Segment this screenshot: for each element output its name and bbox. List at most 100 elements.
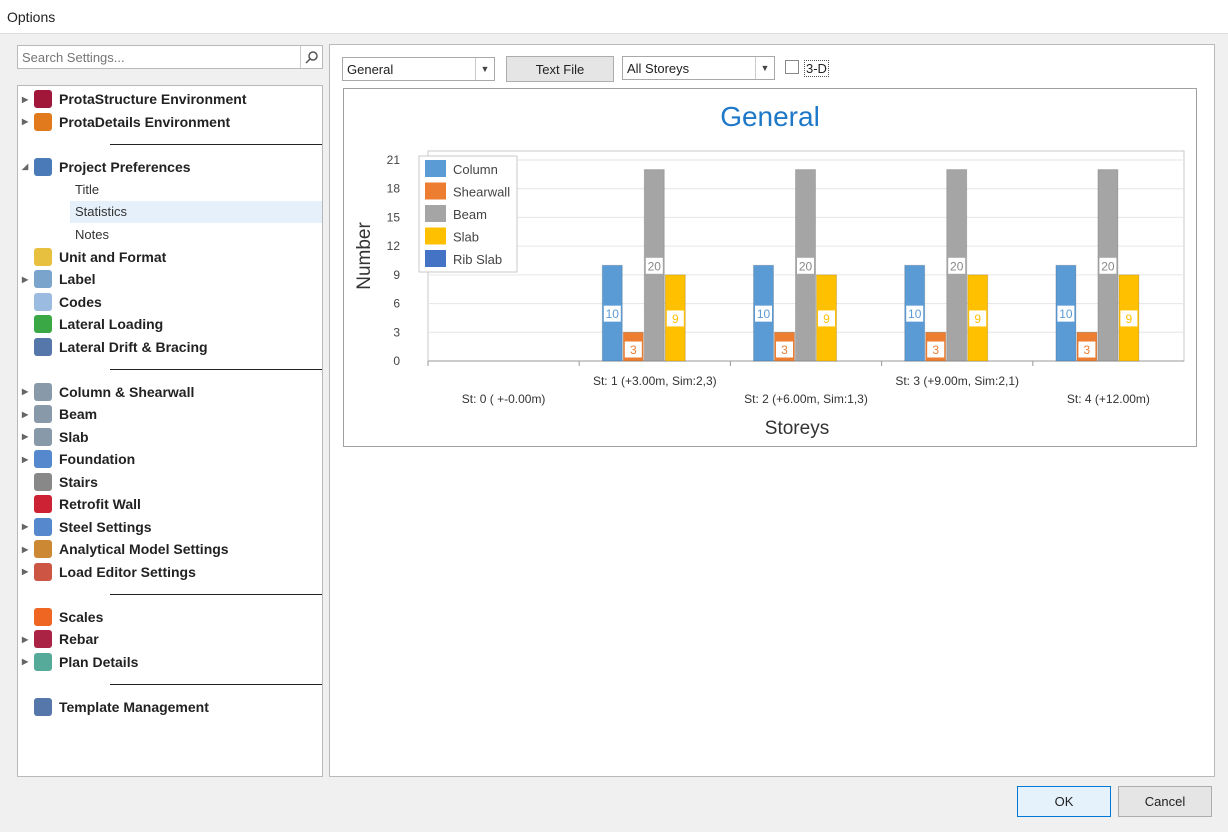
data-label: 9	[672, 312, 679, 326]
storeys-select[interactable]: All Storeys ▼	[622, 56, 775, 80]
data-label: 20	[648, 259, 662, 273]
search-input[interactable]	[18, 46, 298, 68]
tree-item-label: Steel Settings	[59, 518, 152, 535]
tree-item-label[interactable]: ▶ Label	[18, 268, 322, 290]
tree-item-label: Label	[59, 271, 96, 287]
chart-svg: General 0 3 6 9 12 15 18 21 Number Storeys St: 0 ( …	[354, 101, 1185, 439]
tree-item-template-management[interactable]: Template Management	[18, 696, 322, 718]
tree-item-column-shearwall[interactable]: ▶ Column & Shearwall	[18, 381, 322, 403]
tree-item-plan-details[interactable]: ▶ Plan Details	[18, 651, 322, 673]
expand-arrow-icon[interactable]: ▶	[22, 634, 29, 644]
tree-item-label: Codes	[59, 293, 102, 310]
tree-item-slab[interactable]: ▶ Slab	[18, 426, 322, 448]
foundation-icon	[34, 450, 52, 468]
cancel-button[interactable]: Cancel	[1118, 786, 1212, 817]
tree-item-statistics[interactable]: Statistics	[70, 200, 322, 223]
tree-item-title[interactable]: Title	[70, 178, 322, 200]
chevron-down-icon[interactable]: ▼	[755, 57, 774, 79]
data-label: 20	[799, 259, 813, 273]
tree-item-retrofit-wall[interactable]: Retrofit Wall	[18, 493, 322, 515]
tree-item-label: Unit and Format	[59, 248, 167, 265]
search-icon[interactable]	[300, 46, 322, 68]
tree-item-label: Statistics	[75, 204, 128, 219]
chart-type-select[interactable]: General ▼	[342, 57, 495, 81]
expand-arrow-icon[interactable]: ▶	[22, 432, 29, 441]
expand-arrow-icon[interactable]: ▶	[22, 544, 29, 554]
y-tick-label: 9	[393, 268, 400, 282]
data-label-box	[775, 340, 794, 359]
data-label: 3	[781, 343, 788, 357]
text-file-button[interactable]: Text File	[506, 56, 614, 82]
tree-item-scales[interactable]: Scales	[18, 606, 322, 628]
x-tick-label: St: 1 (+3.00m, Sim:2,3)	[593, 374, 717, 388]
separator	[110, 369, 322, 370]
window-title: Options	[7, 9, 56, 25]
expand-arrow-icon[interactable]: ▶	[22, 387, 29, 396]
expand-arrow-icon[interactable]: ▶	[22, 522, 29, 531]
tree-item-notes[interactable]: Notes	[70, 223, 322, 245]
lateral-drift-bracing-icon	[34, 337, 52, 356]
data-label-box	[926, 340, 946, 359]
tree-item-protastructure-environment[interactable]: ▶ ProtaStructure Environment	[18, 88, 322, 110]
tree-item-protadetails-environment[interactable]: ▶ ProtaDetails Environment	[18, 111, 322, 133]
slab-icon	[34, 427, 52, 446]
tree-item-codes[interactable]: Codes	[18, 291, 322, 313]
tree-item-label: Scales	[59, 608, 104, 625]
expand-arrow-icon[interactable]: ▶	[22, 409, 29, 419]
tree-item-load-editor-settings[interactable]: ▶ Load Editor Settings	[18, 561, 322, 583]
data-label-box	[1056, 304, 1076, 323]
expand-arrow-icon[interactable]: ▶	[22, 274, 29, 284]
data-label-box	[1119, 309, 1139, 328]
steel-settings-icon	[34, 517, 52, 536]
codes-icon	[34, 292, 52, 311]
protadetails-environment-icon	[34, 112, 52, 131]
data-label: 10	[908, 307, 922, 321]
tree-item-steel-settings[interactable]: ▶ Steel Settings	[18, 516, 322, 538]
data-label: 20	[1101, 259, 1115, 273]
stairs-icon	[34, 472, 52, 491]
tree-item-lateral-drift-bracing[interactable]: Lateral Drift & Bracing	[18, 336, 322, 358]
tree-item-label: Project Preferences	[59, 158, 191, 175]
chart-type-value: General	[347, 62, 394, 77]
tree-item-project-preferences[interactable]: ◢ Project Preferences	[18, 156, 322, 178]
data-label-box	[817, 309, 836, 328]
legend-label: Rib Slab	[453, 252, 502, 267]
chevron-down-icon[interactable]: ▼	[475, 58, 494, 80]
data-label: 10	[606, 307, 620, 321]
ok-button[interactable]: OK	[1017, 786, 1111, 817]
3d-checkbox[interactable]	[785, 60, 799, 74]
expand-arrow-icon[interactable]: ▶	[22, 567, 29, 576]
expand-arrow-icon[interactable]: ◢	[22, 162, 29, 171]
settings-tree: ▶ ProtaStructure Environment ▶ ProtaDetails…	[17, 85, 323, 777]
tree-item-beam[interactable]: ▶ Beam	[18, 403, 322, 425]
expand-arrow-icon[interactable]: ▶	[22, 454, 29, 464]
x-tick-label: St: 4 (+12.00m)	[1067, 392, 1150, 406]
tree-item-rebar[interactable]: ▶ Rebar	[18, 628, 322, 650]
tree-item-label: Title	[75, 181, 100, 197]
tree-item-stairs[interactable]: Stairs	[18, 471, 322, 493]
data-label: 3	[1084, 343, 1091, 357]
data-label-box	[947, 256, 967, 275]
tree-item-lateral-loading[interactable]: Lateral Loading	[18, 313, 322, 335]
data-label: 20	[950, 259, 964, 273]
template-management-icon	[34, 697, 52, 716]
expand-arrow-icon[interactable]: ▶	[22, 657, 29, 666]
data-label: 9	[1126, 312, 1133, 326]
beam-icon	[34, 405, 52, 423]
data-label-box	[644, 256, 664, 275]
y-tick-label: 12	[387, 239, 401, 253]
search-box[interactable]	[17, 45, 323, 69]
load-editor-settings-icon	[34, 562, 52, 581]
tree-item-unit-and-format[interactable]: Unit and Format	[18, 246, 322, 268]
x-tick-label: St: 2 (+6.00m, Sim:1,3)	[744, 392, 868, 406]
tree-item-foundation[interactable]: ▶ Foundation	[18, 448, 322, 470]
legend-swatch	[425, 250, 446, 267]
legend-label: Column	[453, 162, 498, 177]
tree-item-label: Lateral Loading	[59, 316, 164, 332]
expand-arrow-icon[interactable]: ▶	[22, 94, 29, 104]
tree-item-analytical-model-settings[interactable]: ▶ Analytical Model Settings	[18, 538, 322, 560]
legend-label: Shearwall	[453, 185, 510, 200]
y-axis-title: Number	[354, 222, 375, 290]
tree-item-label: Stairs	[59, 473, 98, 490]
expand-arrow-icon[interactable]: ▶	[22, 117, 29, 126]
